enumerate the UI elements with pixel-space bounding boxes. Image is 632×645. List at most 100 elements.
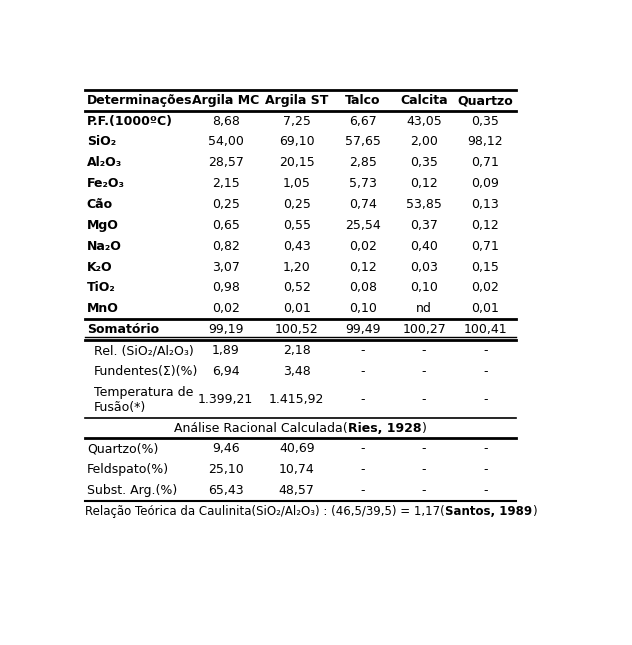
Text: ): ): [422, 422, 427, 435]
Text: 1.415,92: 1.415,92: [269, 393, 324, 406]
Text: 43,05: 43,05: [406, 115, 442, 128]
Text: 0,09: 0,09: [471, 177, 499, 190]
Text: 0,52: 0,52: [283, 281, 311, 295]
Text: Análise Racional Calculada(: Análise Racional Calculada(: [174, 422, 348, 435]
Text: 0,35: 0,35: [471, 115, 499, 128]
Text: -: -: [361, 365, 365, 378]
Text: Relação Teórica da Caulinita(SiO₂/Al₂O₃) : (46,5/39,5) = 1,17(: Relação Teórica da Caulinita(SiO₂/Al₂O₃)…: [85, 504, 445, 517]
Text: 0,02: 0,02: [471, 281, 499, 295]
Text: 9,46: 9,46: [212, 442, 240, 455]
Text: 0,10: 0,10: [410, 281, 438, 295]
Text: 3,48: 3,48: [283, 365, 310, 378]
Text: -: -: [483, 393, 487, 406]
Text: 2,18: 2,18: [283, 344, 310, 357]
Text: TiO₂: TiO₂: [87, 281, 116, 295]
Text: 1,20: 1,20: [283, 261, 310, 273]
Text: Feldspato(%): Feldspato(%): [87, 463, 169, 476]
Text: 0,03: 0,03: [410, 261, 438, 273]
Text: 0,10: 0,10: [349, 303, 377, 315]
Text: 1.399,21: 1.399,21: [198, 393, 253, 406]
Text: -: -: [361, 393, 365, 406]
Text: 0,13: 0,13: [471, 198, 499, 211]
Text: Somatório: Somatório: [87, 323, 159, 336]
Text: Ries, 1928: Ries, 1928: [348, 422, 422, 435]
Text: K₂O: K₂O: [87, 261, 112, 273]
Text: 0,43: 0,43: [283, 240, 310, 253]
Text: 2,85: 2,85: [349, 156, 377, 170]
Text: 28,57: 28,57: [208, 156, 243, 170]
Text: 0,37: 0,37: [410, 219, 438, 232]
Text: 0,55: 0,55: [283, 219, 311, 232]
Text: 65,43: 65,43: [208, 484, 243, 497]
Text: 0,12: 0,12: [471, 219, 499, 232]
Text: 98,12: 98,12: [468, 135, 503, 148]
Text: 2,15: 2,15: [212, 177, 240, 190]
Text: 0,40: 0,40: [410, 240, 438, 253]
Text: 57,65: 57,65: [345, 135, 380, 148]
Text: SiO₂: SiO₂: [87, 135, 116, 148]
Text: 6,67: 6,67: [349, 115, 377, 128]
Text: 0,01: 0,01: [283, 303, 311, 315]
Text: nd: nd: [416, 303, 432, 315]
Text: 1,05: 1,05: [283, 177, 311, 190]
Text: 3,07: 3,07: [212, 261, 240, 273]
Text: 10,74: 10,74: [279, 463, 315, 476]
Text: 99,49: 99,49: [345, 323, 380, 336]
Text: Quartzo(%): Quartzo(%): [87, 442, 158, 455]
Text: 69,10: 69,10: [279, 135, 315, 148]
Text: -: -: [483, 442, 487, 455]
Text: 2,00: 2,00: [410, 135, 438, 148]
Text: -: -: [422, 442, 427, 455]
Text: 0,35: 0,35: [410, 156, 438, 170]
Text: Talco: Talco: [345, 94, 380, 107]
Text: 40,69: 40,69: [279, 442, 315, 455]
Text: -: -: [361, 463, 365, 476]
Text: 0,02: 0,02: [349, 240, 377, 253]
Text: Rel. (SiO₂/Al₂O₃): Rel. (SiO₂/Al₂O₃): [94, 344, 193, 357]
Text: 0,01: 0,01: [471, 303, 499, 315]
Text: 99,19: 99,19: [208, 323, 243, 336]
Text: 0,71: 0,71: [471, 156, 499, 170]
Text: 54,00: 54,00: [208, 135, 243, 148]
Text: ): ): [532, 504, 537, 517]
Text: Santos, 1989: Santos, 1989: [445, 504, 532, 517]
Text: -: -: [483, 365, 487, 378]
Text: 0,12: 0,12: [410, 177, 438, 190]
Text: 100,52: 100,52: [275, 323, 319, 336]
Text: P.F.(1000ºC): P.F.(1000ºC): [87, 115, 173, 128]
Text: 0,12: 0,12: [349, 261, 377, 273]
Text: Temperatura de
Fusão(*): Temperatura de Fusão(*): [94, 386, 193, 413]
Text: 100,27: 100,27: [402, 323, 446, 336]
Text: 20,15: 20,15: [279, 156, 315, 170]
Text: -: -: [483, 484, 487, 497]
Text: 0,65: 0,65: [212, 219, 240, 232]
Text: 0,15: 0,15: [471, 261, 499, 273]
Text: 0,98: 0,98: [212, 281, 240, 295]
Text: 5,73: 5,73: [349, 177, 377, 190]
Text: Na₂O: Na₂O: [87, 240, 122, 253]
Text: -: -: [422, 344, 427, 357]
Text: Calcita: Calcita: [400, 94, 448, 107]
Text: -: -: [422, 365, 427, 378]
Text: 7,25: 7,25: [283, 115, 311, 128]
Text: 0,08: 0,08: [349, 281, 377, 295]
Text: MnO: MnO: [87, 303, 119, 315]
Text: Subst. Arg.(%): Subst. Arg.(%): [87, 484, 177, 497]
Text: 48,57: 48,57: [279, 484, 315, 497]
Text: 25,54: 25,54: [345, 219, 380, 232]
Text: 0,71: 0,71: [471, 240, 499, 253]
Text: -: -: [361, 344, 365, 357]
Text: Fundentes(Σ)(%): Fundentes(Σ)(%): [94, 365, 198, 378]
Text: 25,10: 25,10: [208, 463, 243, 476]
Text: 53,85: 53,85: [406, 198, 442, 211]
Text: 0,25: 0,25: [212, 198, 240, 211]
Text: -: -: [361, 484, 365, 497]
Text: Cão: Cão: [87, 198, 113, 211]
Text: 100,41: 100,41: [463, 323, 507, 336]
Text: 8,68: 8,68: [212, 115, 240, 128]
Text: 1,89: 1,89: [212, 344, 240, 357]
Text: Argila MC: Argila MC: [192, 94, 259, 107]
Text: -: -: [483, 463, 487, 476]
Text: Determinações: Determinações: [87, 94, 192, 107]
Text: -: -: [422, 393, 427, 406]
